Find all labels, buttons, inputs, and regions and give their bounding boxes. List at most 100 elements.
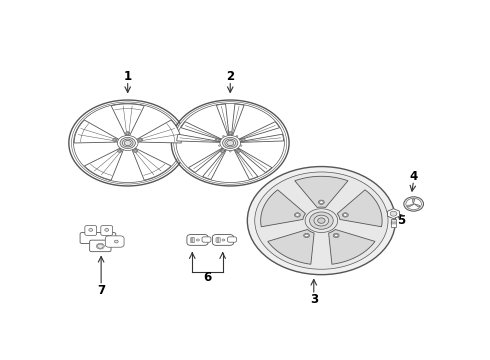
Circle shape <box>305 234 308 237</box>
Circle shape <box>310 212 333 229</box>
Circle shape <box>89 229 93 231</box>
Circle shape <box>295 213 299 216</box>
Circle shape <box>220 149 224 153</box>
FancyBboxPatch shape <box>90 240 111 252</box>
Circle shape <box>105 229 109 231</box>
Polygon shape <box>181 122 222 140</box>
FancyBboxPatch shape <box>202 237 211 242</box>
Circle shape <box>215 139 220 141</box>
Polygon shape <box>136 120 181 143</box>
Circle shape <box>134 150 137 152</box>
Circle shape <box>314 215 329 226</box>
Circle shape <box>318 200 324 204</box>
Circle shape <box>255 172 388 269</box>
Circle shape <box>237 150 240 152</box>
Circle shape <box>343 213 348 217</box>
Circle shape <box>126 132 129 134</box>
Polygon shape <box>111 104 144 136</box>
FancyBboxPatch shape <box>187 235 208 245</box>
Circle shape <box>176 103 284 183</box>
Circle shape <box>334 234 338 237</box>
Circle shape <box>229 132 231 134</box>
Polygon shape <box>132 148 171 180</box>
FancyBboxPatch shape <box>213 235 234 245</box>
Circle shape <box>304 233 310 238</box>
Circle shape <box>98 244 103 248</box>
Circle shape <box>139 139 142 141</box>
Circle shape <box>122 139 133 147</box>
Circle shape <box>390 211 397 216</box>
Circle shape <box>118 149 122 153</box>
Circle shape <box>114 240 118 243</box>
Polygon shape <box>217 104 229 136</box>
Polygon shape <box>240 134 284 143</box>
Circle shape <box>139 139 143 141</box>
Circle shape <box>242 139 245 141</box>
Circle shape <box>120 138 135 149</box>
FancyBboxPatch shape <box>85 226 97 235</box>
Polygon shape <box>268 229 314 264</box>
Circle shape <box>222 136 224 137</box>
Circle shape <box>216 139 219 141</box>
Circle shape <box>236 136 238 137</box>
Polygon shape <box>388 209 399 219</box>
Polygon shape <box>84 148 123 180</box>
Text: 4: 4 <box>410 170 418 183</box>
Circle shape <box>97 243 104 249</box>
Polygon shape <box>74 120 120 143</box>
Polygon shape <box>295 176 348 207</box>
Circle shape <box>221 150 223 152</box>
Circle shape <box>247 167 395 275</box>
Polygon shape <box>177 134 221 143</box>
Circle shape <box>228 132 232 135</box>
Text: 1: 1 <box>123 70 132 83</box>
Polygon shape <box>414 204 420 207</box>
Circle shape <box>333 233 339 238</box>
Circle shape <box>229 151 231 152</box>
Circle shape <box>318 218 325 223</box>
Circle shape <box>343 213 347 216</box>
FancyBboxPatch shape <box>80 233 116 243</box>
Text: 5: 5 <box>397 214 405 227</box>
Circle shape <box>74 103 182 183</box>
Circle shape <box>404 197 423 211</box>
Circle shape <box>319 201 323 204</box>
Circle shape <box>134 149 138 153</box>
Circle shape <box>236 149 240 153</box>
Circle shape <box>240 145 242 146</box>
Bar <box>392 219 395 227</box>
FancyBboxPatch shape <box>218 238 220 243</box>
Circle shape <box>241 139 245 141</box>
Polygon shape <box>329 229 375 264</box>
Polygon shape <box>234 149 258 180</box>
Text: 3: 3 <box>310 293 318 306</box>
Text: 6: 6 <box>203 271 212 284</box>
Circle shape <box>118 135 138 150</box>
Circle shape <box>114 139 116 141</box>
Circle shape <box>124 140 131 145</box>
FancyBboxPatch shape <box>216 238 218 243</box>
Circle shape <box>222 239 225 241</box>
Circle shape <box>113 139 117 141</box>
Circle shape <box>125 132 130 135</box>
FancyBboxPatch shape <box>101 226 113 235</box>
Circle shape <box>294 213 300 217</box>
Circle shape <box>225 139 236 147</box>
Polygon shape <box>238 122 279 140</box>
FancyBboxPatch shape <box>105 236 124 247</box>
Circle shape <box>219 145 220 146</box>
Polygon shape <box>412 199 415 204</box>
FancyBboxPatch shape <box>191 238 193 243</box>
FancyBboxPatch shape <box>192 238 194 243</box>
Polygon shape <box>203 149 226 180</box>
Circle shape <box>227 140 234 145</box>
Polygon shape <box>337 190 382 227</box>
Circle shape <box>220 135 241 150</box>
Text: 2: 2 <box>226 70 234 83</box>
Polygon shape <box>408 204 414 207</box>
Polygon shape <box>261 190 305 227</box>
Circle shape <box>196 239 199 241</box>
Polygon shape <box>231 104 244 136</box>
Text: 7: 7 <box>97 284 105 297</box>
Polygon shape <box>189 148 224 172</box>
